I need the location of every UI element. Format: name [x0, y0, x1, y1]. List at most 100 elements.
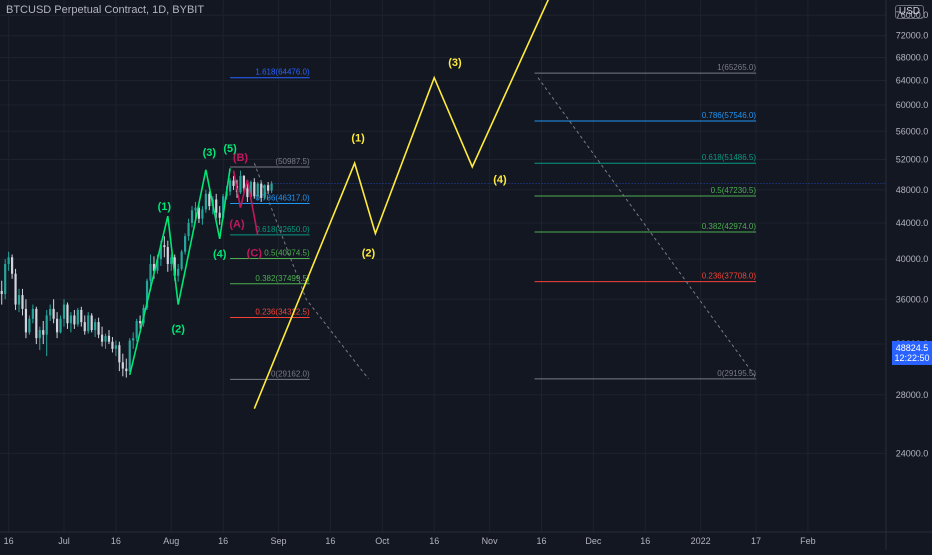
candle-body: [170, 257, 173, 264]
wave-label: (3): [448, 57, 462, 69]
wave-label: (4): [213, 248, 227, 260]
y-tick-label: 28000.0: [896, 390, 929, 400]
candle-body: [239, 175, 242, 193]
candle-body: [190, 210, 194, 223]
candle-body: [256, 183, 259, 197]
x-tick-label: Dec: [585, 536, 602, 546]
fib-level-label: 0.236(37708.0): [702, 272, 757, 281]
candle-body: [76, 309, 79, 325]
x-tick-label: 16: [640, 536, 650, 546]
candle-body: [49, 308, 52, 316]
candle-body: [135, 321, 138, 339]
y-tick-label: 76000.0: [896, 10, 929, 20]
candle-body: [38, 330, 41, 339]
candle-body: [128, 340, 131, 372]
candle-body: [17, 295, 21, 305]
candle-body: [73, 315, 76, 325]
candle-body: [149, 263, 152, 281]
candle-body: [42, 330, 45, 335]
candle-body: [246, 188, 249, 198]
fib-level-label: 0.236(34312.5): [255, 308, 310, 317]
candle-body: [197, 207, 201, 219]
candle-body: [28, 318, 31, 333]
candle-body: [35, 308, 38, 339]
candle-body: [94, 322, 97, 331]
fib-level-label: 0.786(57546.0): [702, 111, 757, 120]
candle-body: [62, 304, 66, 319]
candle-body: [267, 185, 270, 191]
candle-body: [228, 180, 232, 192]
candle-body: [14, 273, 17, 305]
candle-body: [253, 182, 256, 197]
currency-badge[interactable]: USD: [894, 5, 924, 19]
candle-body: [121, 362, 124, 369]
fib-level-label: 0.618(51486.5): [702, 153, 757, 162]
wave-label: (5): [223, 143, 237, 155]
candle-body: [66, 304, 69, 324]
candle-body: [11, 257, 14, 274]
candle-body: [156, 259, 159, 271]
fib-set-2: 1.618(87556.0)1(65265.0)0.786(57546.0)0.…: [534, 63, 757, 380]
candle-body: [90, 315, 93, 331]
candle-body: [201, 209, 204, 219]
candle-body: [100, 334, 104, 342]
wave-label: (4): [493, 174, 507, 186]
candle-body: [187, 222, 190, 237]
x-tick-label: Jul: [58, 536, 70, 546]
fib-level-label: 0(29195.5): [717, 369, 756, 378]
candle-body: [87, 315, 90, 332]
wave-label: (2): [171, 323, 185, 335]
chart-title: BTCUSD Perpetual Contract, 1D, BYBIT: [6, 4, 205, 16]
candle-body: [232, 180, 235, 186]
candle-body: [218, 212, 221, 218]
candle-body: [52, 308, 55, 319]
x-tick-label: 16: [111, 536, 121, 546]
x-tick-label: Nov: [482, 536, 499, 546]
y-tick-label: 44000.0: [896, 218, 929, 228]
x-tick-label: 16: [429, 536, 439, 546]
y-tick-label: 24000.0: [896, 448, 929, 458]
x-tick-label: Oct: [375, 536, 390, 546]
candle-body: [163, 245, 166, 248]
y-tick-label: 56000.0: [896, 126, 929, 136]
bar-countdown: 12:22:50: [894, 353, 930, 363]
candle-body: [139, 321, 142, 324]
candle-body: [118, 345, 121, 363]
candle-body: [132, 338, 135, 341]
fib-level-label: 0(29162.0): [271, 369, 310, 378]
fib-level-label: 0.618(42650.0): [255, 225, 310, 234]
wave-label: (1): [158, 201, 172, 213]
x-tick-label: 17: [751, 536, 761, 546]
candle-body: [204, 193, 207, 210]
fib-level-label: 0.382(37499.5): [255, 274, 310, 283]
wave-label: (A): [229, 218, 245, 230]
y-axis: 24000.028000.032000.036000.040000.044000…: [896, 0, 929, 458]
candle-body: [159, 245, 162, 260]
y-tick-label: 60000.0: [896, 100, 929, 110]
candle-body: [114, 345, 117, 349]
y-tick-label: 68000.0: [896, 52, 929, 62]
candle-body: [194, 207, 197, 211]
y-tick-label: 72000.0: [896, 31, 929, 41]
wave-label: (C): [247, 247, 263, 259]
x-tick-label: 16: [218, 536, 228, 546]
x-tick-label: 2022: [691, 536, 711, 546]
candle-body: [59, 318, 62, 333]
candle-body: [69, 315, 73, 324]
candle-body: [45, 315, 48, 335]
x-tick-label: 16: [4, 536, 14, 546]
fib-level-label: (50987.5): [275, 157, 310, 166]
candle-body: [80, 309, 83, 323]
wave-impulse: [128, 168, 231, 376]
candle-body: [242, 175, 246, 189]
x-tick-label: Aug: [163, 536, 179, 546]
candle-body: [24, 308, 28, 333]
fib-level-label: 0.5(40074.5): [264, 249, 310, 258]
candle-body: [21, 295, 24, 309]
last-price-tag: 48824.5 12:22:50: [892, 341, 932, 365]
x-axis: 16 Jul 16 Aug 16 Sep 16 Oct 16 Nov 16 Dec 16 2022 17 Fe…: [4, 536, 816, 546]
candle-body: [173, 257, 176, 276]
